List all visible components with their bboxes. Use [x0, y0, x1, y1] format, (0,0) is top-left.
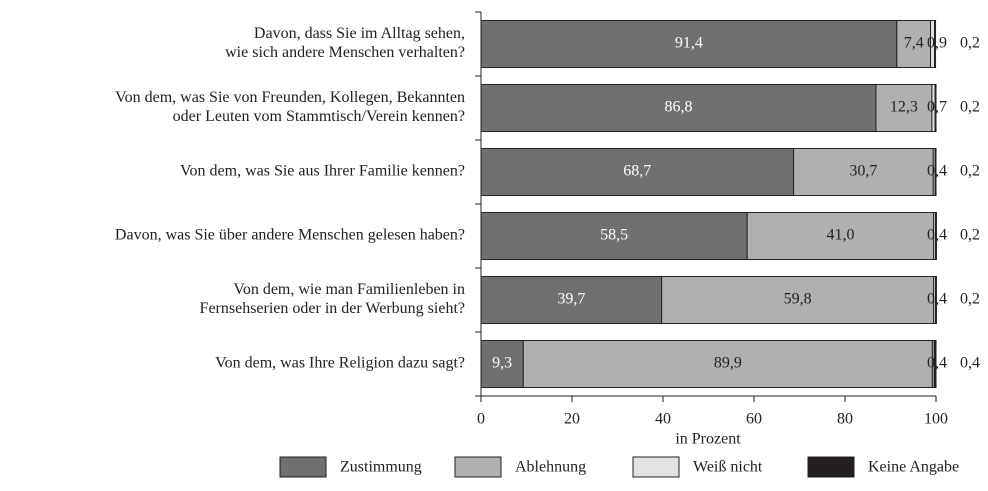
data-label: 0,4: [927, 355, 947, 372]
legend-swatch: [632, 456, 680, 478]
data-label: 91,4: [675, 35, 703, 52]
legend-swatch: [807, 456, 855, 478]
data-label: 30,7: [849, 163, 877, 180]
data-label: 0,2: [960, 227, 980, 244]
legend-label: Weiß nicht: [693, 459, 763, 476]
data-label: 0,4: [927, 227, 947, 244]
data-label: 0,7: [927, 99, 947, 116]
bar-segment: [875, 84, 933, 132]
data-label: 89,9: [714, 355, 742, 372]
data-label: 0,2: [960, 291, 980, 308]
data-label: 59,8: [784, 291, 812, 308]
data-label: 0,2: [960, 35, 980, 52]
category-label: wie sich andere Menschen verhalten?: [225, 44, 465, 61]
category-label: oder Leuten vom Stammtisch/Verein kennen…: [173, 108, 465, 125]
x-tick-label: 0: [477, 411, 485, 428]
data-label: 39,7: [557, 291, 585, 308]
bar-segment: [480, 148, 795, 196]
legend-label: Zustimmung: [340, 459, 422, 476]
bar-segment: [480, 20, 898, 68]
data-label: 0,2: [960, 163, 980, 180]
category-label: Davon, was Sie über andere Menschen gele…: [115, 227, 465, 244]
data-label: 0,4: [927, 163, 947, 180]
data-label: 7,4: [904, 35, 924, 52]
bar-segment: [934, 148, 937, 196]
x-tick-label: 40: [655, 411, 671, 428]
x-tick-label: 100: [924, 411, 948, 428]
category-label: Von dem, was Ihre Religion dazu sagt?: [215, 355, 465, 372]
x-tick-label: 20: [564, 411, 580, 428]
x-tick-label: 80: [837, 411, 853, 428]
data-label: 58,5: [600, 227, 628, 244]
bar-segment: [480, 276, 663, 324]
legend-swatch: [454, 456, 502, 478]
bar-segment: [935, 276, 937, 324]
data-label: 68,7: [623, 163, 651, 180]
category-label: Fernsehserien oder in der Werbung sieht?: [200, 300, 465, 317]
legend-swatch: [279, 456, 327, 478]
bar-segment: [935, 212, 937, 260]
legend-label: Keine Angabe: [868, 459, 959, 476]
x-tick-label: 60: [746, 411, 762, 428]
data-label: 12,3: [890, 99, 918, 116]
data-label: 41,0: [826, 227, 854, 244]
bar-segment: [933, 340, 937, 388]
data-label: 0,2: [960, 99, 980, 116]
category-label: Von dem, was Sie aus Ihrer Familie kenne…: [180, 163, 465, 180]
x-axis-label: in Prozent: [675, 431, 741, 448]
data-label: 0,4: [960, 355, 980, 372]
category-label: Davon, dass Sie im Alltag sehen,: [254, 25, 465, 42]
data-label: 9,3: [492, 355, 512, 372]
data-label: 0,4: [927, 291, 947, 308]
data-label: 86,8: [664, 99, 692, 116]
category-label: Von dem, wie man Familienleben in: [233, 281, 465, 298]
category-label: Von dem, was Sie von Freunden, Kollegen,…: [115, 89, 465, 106]
bar-segment: [793, 148, 934, 196]
bar-segment: [934, 84, 937, 132]
bar-segment: [746, 212, 935, 260]
data-label: 0,9: [927, 35, 947, 52]
legend-label: Ablehnung: [515, 459, 586, 476]
bar-segment: [934, 20, 937, 68]
